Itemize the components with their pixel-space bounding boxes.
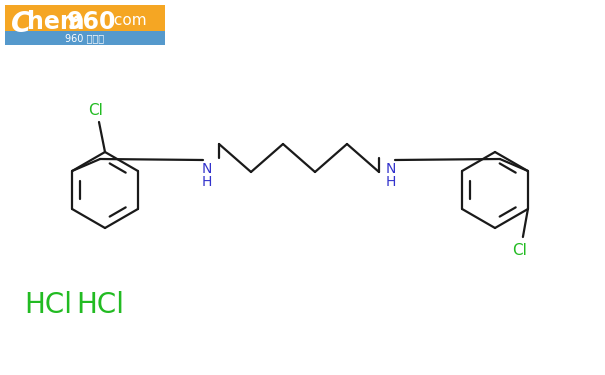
Bar [5,5,165,43]
Text: N
H: N H [202,162,212,189]
Text: Cl: Cl [512,243,528,258]
Text: 960 化工网: 960 化工网 [65,33,105,43]
Text: HCl: HCl [76,291,124,319]
Text: C: C [11,10,31,38]
Text: .com: .com [109,13,146,28]
Text: 960: 960 [67,10,117,34]
Bar [5,31,165,45]
Text: Cl: Cl [88,103,103,118]
Text: hem: hem [27,10,85,34]
Text: HCl: HCl [24,291,72,319]
Text: N
H: N H [386,162,396,189]
